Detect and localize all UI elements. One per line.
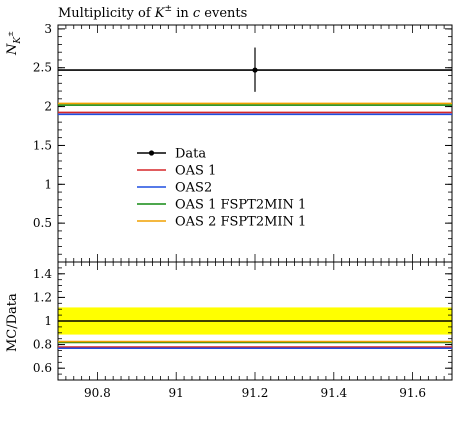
- legend-label: OAS 1: [175, 164, 216, 179]
- ratio-ytick-label: 1.4: [33, 267, 52, 281]
- ratio-ytick-label: 0.8: [33, 338, 52, 352]
- main-plot: 0.5 1 1.5 2 2.5 3: [33, 22, 453, 263]
- ratio-ytick-label: 0.6: [33, 361, 52, 375]
- ratio-plot: 0.6 0.8 1 1.2 1.4 90.8 91 91.2 91.4 91.6: [33, 262, 453, 400]
- main-ytick-label: 1: [44, 177, 52, 191]
- main-ytick-label: 1.5: [33, 138, 52, 152]
- main-ytick-label: 0.5: [33, 216, 52, 230]
- ratio-xtick-label: 91: [169, 386, 184, 400]
- main-ylabel: NK±: [5, 31, 23, 56]
- ratio-xtick-label: 91.4: [320, 386, 347, 400]
- main-ytick-label: 2.5: [33, 61, 52, 75]
- legend-marker: [148, 150, 155, 156]
- ratio-xtick-label: 91.6: [399, 386, 426, 400]
- legend-label: OAS 2 FSPT2MIN 1: [175, 215, 306, 230]
- main-ytick-label: 3: [44, 22, 52, 36]
- main-ytick-label: 2: [44, 100, 52, 114]
- chart-title: Multiplicity of K± in c events: [58, 4, 247, 21]
- ratio-ytick-label: 1: [44, 314, 52, 328]
- legend-label: OAS 1 FSPT2MIN 1: [175, 198, 306, 213]
- ratio-xtick-label: 91.2: [242, 386, 269, 400]
- ratio-ylabel: MC/Data: [5, 293, 20, 352]
- ratio-xtick-label: 90.8: [84, 386, 111, 400]
- ratio-ytick-label: 1.2: [33, 290, 52, 304]
- legend: Data OAS 1 OAS2 OAS 1 FSPT2MIN 1 OAS 2 FSPT2…: [137, 147, 306, 230]
- legend-label: OAS2: [175, 181, 212, 196]
- legend-label: Data: [175, 147, 206, 162]
- data-marker: [252, 67, 258, 73]
